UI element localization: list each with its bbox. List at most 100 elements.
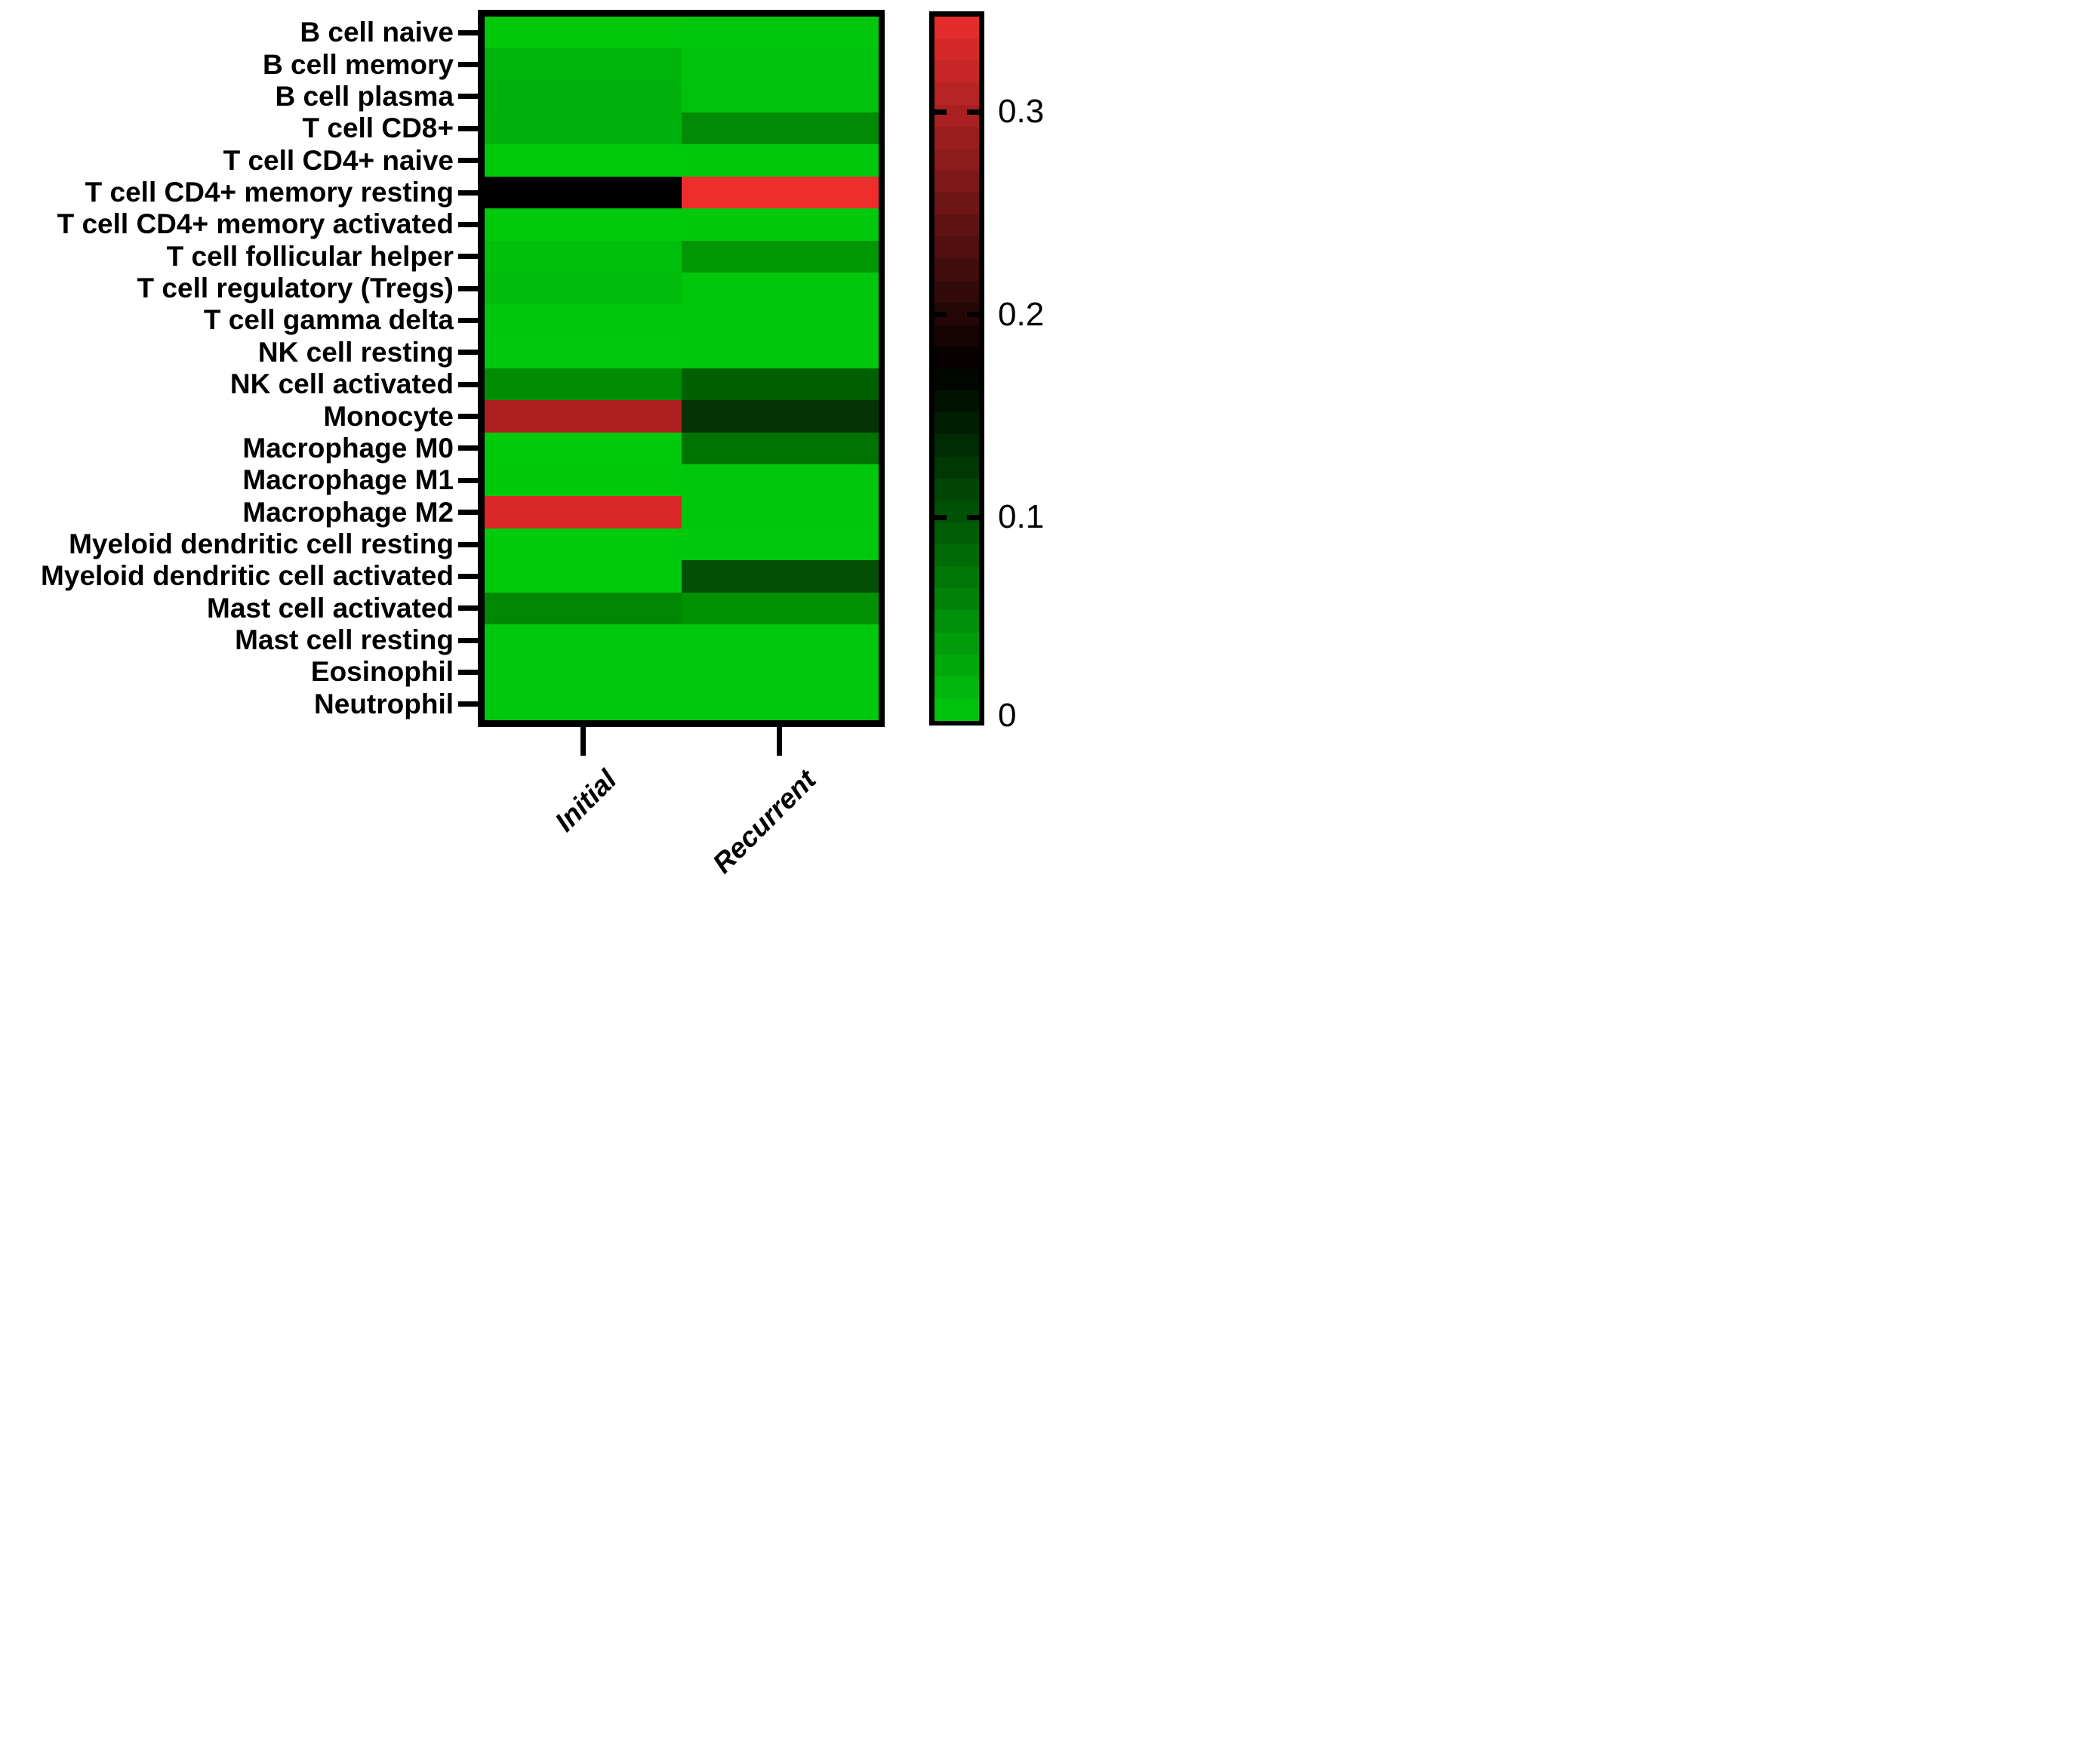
heatmap-cell: [681, 592, 879, 625]
row-label: T cell gamma delta: [203, 304, 454, 336]
colorbar-gradient: [935, 17, 979, 721]
heatmap-cell: [681, 528, 879, 561]
row-label: NK cell resting: [257, 336, 454, 368]
x-tick-mark: [580, 727, 586, 756]
colorbar-band: [935, 588, 979, 611]
heatmap-cell: [485, 112, 682, 145]
heatmap-cell: [485, 368, 682, 401]
colorbar-band: [935, 324, 979, 347]
row-tick-mark: [458, 573, 478, 579]
heatmap-cell: [485, 240, 682, 273]
x-axis-label-recurrent: Recurrent: [707, 764, 822, 876]
heatmap-cell: [681, 240, 879, 273]
row-tick-mark: [458, 637, 478, 643]
colorbar-tick-mark: [935, 109, 947, 115]
heatmap-cell: [485, 624, 682, 657]
colorbar-band: [935, 544, 979, 567]
colorbar-band: [935, 193, 979, 215]
row-tick-mark: [458, 381, 478, 387]
heatmap-cell: [485, 144, 682, 177]
row-tick-mark: [458, 29, 478, 35]
row-tick-mark: [458, 189, 478, 196]
row-tick-mark: [458, 445, 478, 451]
row-label: Myeloid dendritic cell resting: [69, 528, 454, 559]
heatmap-cell: [485, 272, 682, 305]
heatmap-cell: [681, 17, 879, 49]
heatmap-cell: [681, 272, 879, 305]
colorbar-band: [935, 434, 979, 457]
colorbar-band: [935, 148, 979, 171]
colorbar-tick-label: 0.3: [998, 93, 1045, 131]
x-tick-mark: [777, 727, 783, 756]
row-label: B cell naive: [300, 17, 454, 48]
row-tick-mark: [458, 701, 478, 707]
colorbar-band: [935, 236, 979, 259]
heatmap-cell: [485, 304, 682, 337]
heatmap-cell: [485, 400, 682, 433]
row-label: T cell CD4+ naive: [223, 144, 454, 176]
colorbar-band: [935, 390, 979, 413]
colorbar-tick-mark: [935, 312, 947, 318]
heatmap-cell: [485, 592, 682, 625]
colorbar-band: [935, 478, 979, 501]
heatmap-cell: [681, 176, 879, 209]
heatmap-cell: [681, 624, 879, 657]
row-tick-mark: [458, 669, 478, 675]
row-label: Macrophage M1: [242, 464, 454, 496]
row-tick-mark: [458, 350, 478, 356]
colorbar-band: [935, 610, 979, 633]
heatmap-cell: [681, 464, 879, 497]
row-tick-mark: [458, 414, 478, 420]
colorbar-band: [935, 126, 979, 149]
row-label: B cell memory: [263, 48, 454, 80]
heatmap-cell: [485, 464, 682, 497]
heatmap-cell: [681, 48, 879, 82]
row-label: Eosinophil: [310, 656, 454, 688]
colorbar-band: [935, 60, 979, 83]
row-label: NK cell activated: [229, 368, 454, 400]
colorbar-band: [935, 566, 979, 589]
colorbar-tick-mark: [967, 109, 979, 115]
colorbar-band: [935, 258, 979, 281]
colorbar-band: [935, 456, 979, 479]
colorbar-band: [935, 368, 979, 391]
heatmap-cell: [485, 176, 682, 209]
colorbar-band: [935, 280, 979, 303]
colorbar-tick-label: 0: [998, 697, 1017, 734]
row-label: T cell CD4+ memory resting: [85, 177, 454, 208]
row-tick-mark: [458, 254, 478, 260]
colorbar-band: [935, 104, 979, 128]
row-tick-mark: [458, 477, 478, 483]
heatmap-cell: [681, 688, 879, 721]
row-tick-mark: [458, 285, 478, 291]
heatmap-cell: [485, 432, 682, 465]
colorbar-tick-mark: [967, 312, 979, 318]
heatmap-cell: [681, 432, 879, 465]
heatmap-cell: [485, 528, 682, 561]
row-tick-mark: [458, 158, 478, 164]
row-tick-mark: [458, 125, 478, 131]
row-tick-mark: [458, 221, 478, 227]
heatmap-grid: [485, 17, 879, 721]
heatmap-cell: [681, 112, 879, 145]
heatmap-cell: [681, 560, 879, 593]
row-label: T cell CD4+ memory activated: [57, 208, 454, 240]
heatmap-cell: [681, 336, 879, 369]
heatmap-cell: [485, 80, 682, 113]
heatmap-cell: [485, 48, 682, 82]
heatmap-cell: [485, 336, 682, 369]
colorbar-band: [935, 698, 979, 721]
row-label: Mast cell resting: [235, 624, 454, 656]
colorbar-tick-label: 0.2: [998, 295, 1045, 333]
colorbar-tick-label: 0.1: [998, 498, 1045, 536]
row-label: Macrophage M2: [242, 496, 454, 528]
heatmap-cell: [681, 80, 879, 113]
row-label: T cell regulatory (Tregs): [137, 273, 454, 304]
colorbar-band: [935, 522, 979, 545]
row-label: T cell follicular helper: [166, 240, 454, 272]
row-label: T cell CD8+: [302, 112, 454, 144]
row-label: B cell plasma: [275, 80, 454, 112]
colorbar-band: [935, 632, 979, 655]
heatmap-border: [478, 10, 885, 727]
row-tick-mark: [458, 605, 478, 612]
